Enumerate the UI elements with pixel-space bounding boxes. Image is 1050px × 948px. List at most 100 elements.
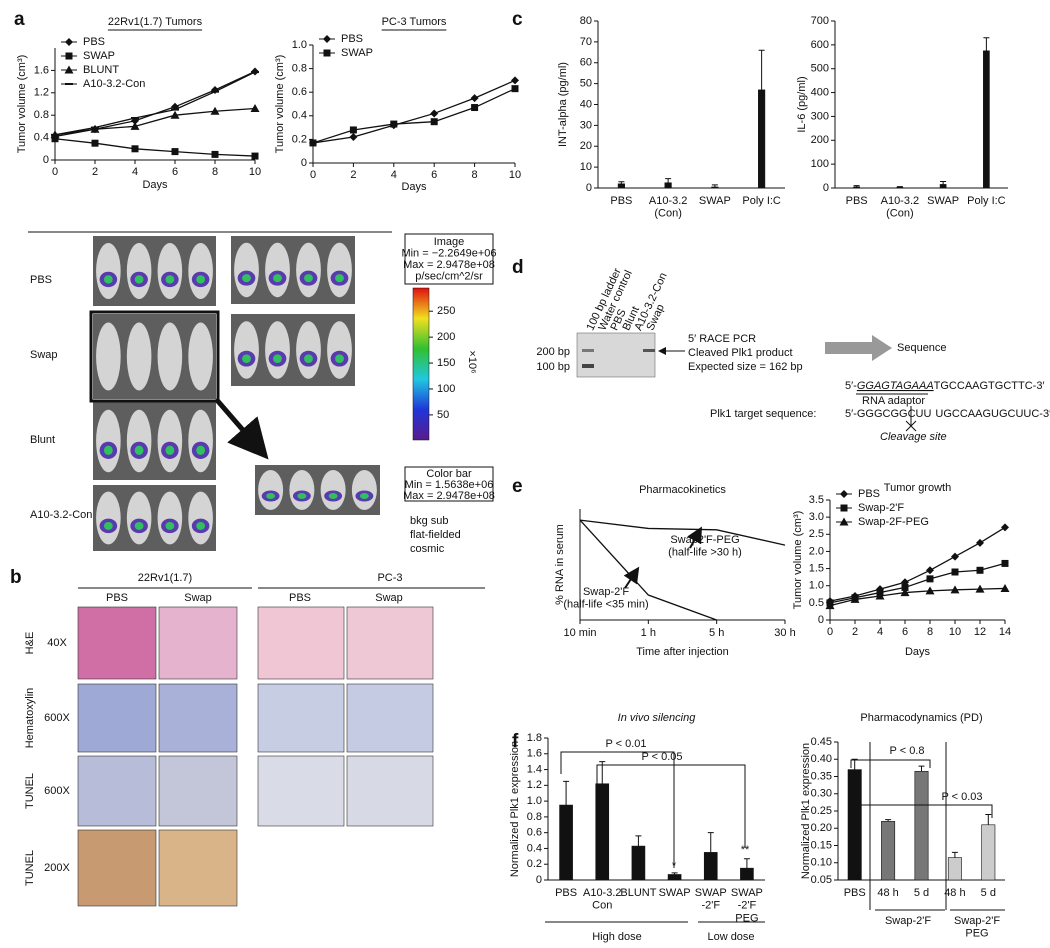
bar bbox=[947, 857, 962, 881]
seq-adaptor: GGAGTAGAAA bbox=[857, 380, 934, 392]
signal bbox=[242, 354, 251, 363]
panel-label: f bbox=[512, 731, 519, 752]
y-tick-label: 30 bbox=[580, 119, 592, 131]
x-tick-label: A10-3.2 (Con) bbox=[649, 195, 688, 220]
marker bbox=[926, 566, 934, 575]
y-tick-label: 0.2 bbox=[292, 133, 307, 145]
arrow bbox=[214, 397, 269, 460]
marker bbox=[65, 38, 73, 46]
marker bbox=[323, 49, 331, 57]
legend-label: Swap-2F-PEG bbox=[858, 516, 929, 528]
marker bbox=[349, 126, 357, 134]
mouse bbox=[265, 242, 290, 298]
info-text: Max = 2.9478e+08 bbox=[403, 259, 495, 271]
y-tick-label: 0 bbox=[301, 157, 307, 169]
y-axis-label: Tumor volume (cm³) bbox=[274, 55, 286, 154]
signal bbox=[165, 275, 175, 284]
y-tick-label: 0.6 bbox=[527, 827, 542, 839]
legend-label: SWAP bbox=[341, 47, 373, 59]
y-tick-label: 2.0 bbox=[809, 545, 824, 557]
cleavage-label: Cleavage site bbox=[880, 431, 947, 443]
target-label: Plk1 target sequence: bbox=[710, 408, 816, 420]
band bbox=[582, 364, 594, 368]
mouse bbox=[157, 409, 183, 473]
y-tick-label: 1.2 bbox=[527, 779, 542, 791]
x-tick-label: 8 bbox=[212, 166, 218, 178]
x-tick-label: 5 d bbox=[981, 887, 996, 899]
y-tick-label: 1.0 bbox=[527, 795, 542, 807]
mouse bbox=[96, 409, 121, 473]
x-tick-label: 0 bbox=[52, 166, 58, 178]
x-tick-label: SWAP -2'F PEG bbox=[731, 887, 763, 924]
x-tick-label: 1 h bbox=[641, 627, 656, 639]
error-bar bbox=[635, 835, 642, 847]
stain-label: Hematoxylin bbox=[24, 688, 36, 749]
mouse bbox=[258, 470, 284, 510]
marker bbox=[90, 124, 100, 133]
seq-part: UGCCAAGUGCUUC-3′ bbox=[935, 408, 1050, 420]
panel-label: e bbox=[512, 476, 523, 497]
x-tick-label: 2 bbox=[350, 169, 356, 181]
info-text: Image bbox=[434, 236, 465, 248]
y-axis-label: Normalized Plk1 expression bbox=[800, 743, 812, 879]
y-tick-label: 300 bbox=[811, 110, 829, 122]
signal bbox=[273, 274, 282, 283]
y-tick-label: 0 bbox=[586, 182, 592, 194]
band bbox=[582, 349, 594, 352]
signal bbox=[242, 274, 251, 283]
y-tick-label: 50 bbox=[580, 78, 592, 90]
y-tick-label: 60 bbox=[580, 57, 592, 69]
bar bbox=[631, 845, 646, 881]
micrograph bbox=[346, 606, 434, 680]
marker bbox=[349, 133, 358, 142]
y-tick-label: 0.4 bbox=[34, 132, 49, 144]
marker bbox=[875, 591, 885, 600]
y-tick-label: 10 bbox=[580, 161, 592, 173]
bar bbox=[664, 182, 672, 189]
product-text: Expected size = 162 bp bbox=[688, 361, 803, 373]
signal bbox=[335, 274, 344, 283]
marker bbox=[430, 118, 438, 126]
bracket bbox=[596, 764, 746, 848]
marker bbox=[951, 568, 959, 576]
group-label: High dose bbox=[592, 931, 642, 943]
gel-image bbox=[576, 332, 656, 378]
x-tick-label: 2 bbox=[92, 166, 98, 178]
x-tick-label: 4 bbox=[391, 169, 397, 181]
bar bbox=[758, 89, 766, 189]
band bbox=[643, 349, 655, 352]
micrograph bbox=[77, 829, 157, 907]
error-bar bbox=[951, 851, 958, 858]
row-label: Blunt bbox=[30, 434, 55, 446]
seq-part: 5′-GGGCGGCUU bbox=[845, 408, 931, 420]
info-text: Color bar bbox=[426, 468, 472, 480]
series-line bbox=[54, 71, 256, 136]
series-line bbox=[829, 587, 1006, 607]
marker bbox=[64, 65, 74, 74]
annotation: ** bbox=[741, 844, 750, 856]
bracket bbox=[850, 759, 931, 768]
x-tick-label: 8 bbox=[927, 626, 933, 638]
mouse bbox=[265, 321, 290, 379]
error-bar bbox=[885, 819, 892, 822]
error-bar bbox=[707, 832, 714, 853]
x-tick-label: SWAP bbox=[927, 195, 959, 207]
row-label: Swap bbox=[30, 349, 58, 361]
mouse bbox=[234, 321, 259, 379]
x-tick-label: PBS bbox=[555, 887, 577, 899]
column-header: PBS bbox=[289, 592, 311, 604]
bar bbox=[853, 186, 860, 189]
y-tick-label: 0.5 bbox=[809, 597, 824, 609]
error-bar bbox=[853, 185, 860, 187]
series-line bbox=[54, 138, 256, 157]
magnification-label: 600X bbox=[44, 785, 70, 797]
legend-label: BLUNT bbox=[83, 64, 119, 76]
marker bbox=[511, 76, 519, 85]
y-tick-label: 0.8 bbox=[292, 63, 307, 75]
micrograph bbox=[158, 829, 238, 907]
annotation: P < 0.05 bbox=[641, 751, 682, 763]
legend-label: A10-3.2-Con bbox=[83, 78, 145, 90]
next-step: Sequence bbox=[897, 342, 947, 354]
mouse bbox=[320, 470, 346, 510]
y-tick-label: 600 bbox=[811, 39, 829, 51]
